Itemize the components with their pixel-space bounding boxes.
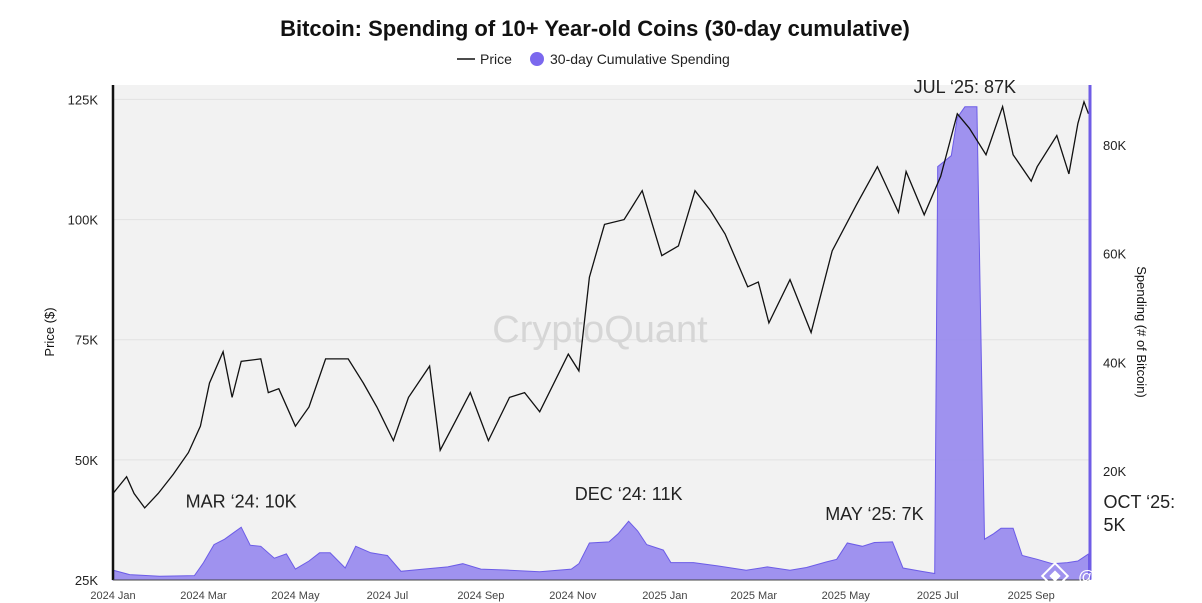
x-tick-label: 2025 Mar [731, 590, 778, 602]
x-tick-label: 2024 Sep [457, 590, 504, 602]
x-tick-label: 2024 Jul [367, 590, 409, 602]
x-tick-label: 2024 May [271, 590, 320, 602]
legend[interactable]: Price 30-day Cumulative Spending [457, 51, 730, 67]
left-axis-label: Price ($) [42, 307, 57, 356]
x-tick-label: 2024 Nov [549, 590, 597, 602]
left-tick-label: 25K [75, 573, 98, 588]
annotation-label: JUL ‘25: 87K [914, 77, 1016, 97]
x-tick-label: 2025 Jan [642, 590, 687, 602]
right-tick-label: 80K [1103, 138, 1126, 153]
left-tick-label: 125K [68, 92, 99, 107]
left-tick-label: 75K [75, 333, 98, 348]
annotation-label: MAR ‘24: 10K [186, 492, 297, 512]
right-axis-ticks: 20K 40K 60K 80K [1103, 138, 1126, 479]
x-tick-label: 2024 Jan [90, 590, 135, 602]
legend-spending-label: 30-day Cumulative Spending [550, 51, 730, 67]
x-tick-label: 2025 May [822, 590, 871, 602]
annotation-label: OCT ‘25: [1103, 492, 1175, 512]
right-tick-label: 40K [1103, 355, 1126, 370]
left-axis-ticks: 25K 50K 75K 100K 125K [68, 92, 99, 588]
right-tick-label: 20K [1103, 464, 1126, 479]
price-series-line [112, 99, 1090, 509]
brand-mark: @ Tuệ Vấn [1040, 561, 1163, 591]
x-axis-ticks: 2024 Jan 2024 Mar 2024 May 2024 Jul 2024 Sep… [90, 590, 1054, 602]
legend-spending-swatch [530, 52, 544, 66]
chart-title: Bitcoin: Spending of 10+ Year-old Coins … [280, 16, 910, 41]
gridlines [113, 98, 1090, 581]
plot-area [113, 85, 1090, 580]
annotation-label: MAY ‘25: 7K [825, 504, 923, 524]
legend-price-label: Price [480, 51, 512, 67]
annotation-label: 5K [1103, 515, 1125, 535]
brand-text: @ Tuệ Vấn [1078, 567, 1163, 586]
right-tick-label: 60K [1103, 247, 1126, 262]
x-tick-label: 2025 Jul [917, 590, 959, 602]
left-tick-label: 100K [68, 213, 99, 228]
x-tick-label: 2025 Sep [1008, 590, 1055, 602]
annotations: MAR ‘24: 10K DEC ‘24: 11K MAY ‘25: 7K JUL ‘… [186, 77, 1176, 535]
x-tick-label: 2024 Mar [180, 590, 227, 602]
watermark: CryptoQuant [492, 309, 708, 351]
diamond-logo-icon [1040, 561, 1070, 591]
spending-series-area [112, 106, 1089, 581]
annotation-label: DEC ‘24: 11K [575, 484, 683, 504]
left-tick-label: 50K [75, 453, 98, 468]
right-axis-label: Spending (# of Bitcoin) [1134, 266, 1149, 398]
